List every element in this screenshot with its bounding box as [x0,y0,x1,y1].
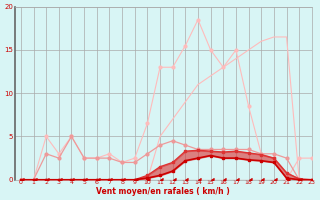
X-axis label: Vent moyen/en rafales ( km/h ): Vent moyen/en rafales ( km/h ) [96,187,230,196]
